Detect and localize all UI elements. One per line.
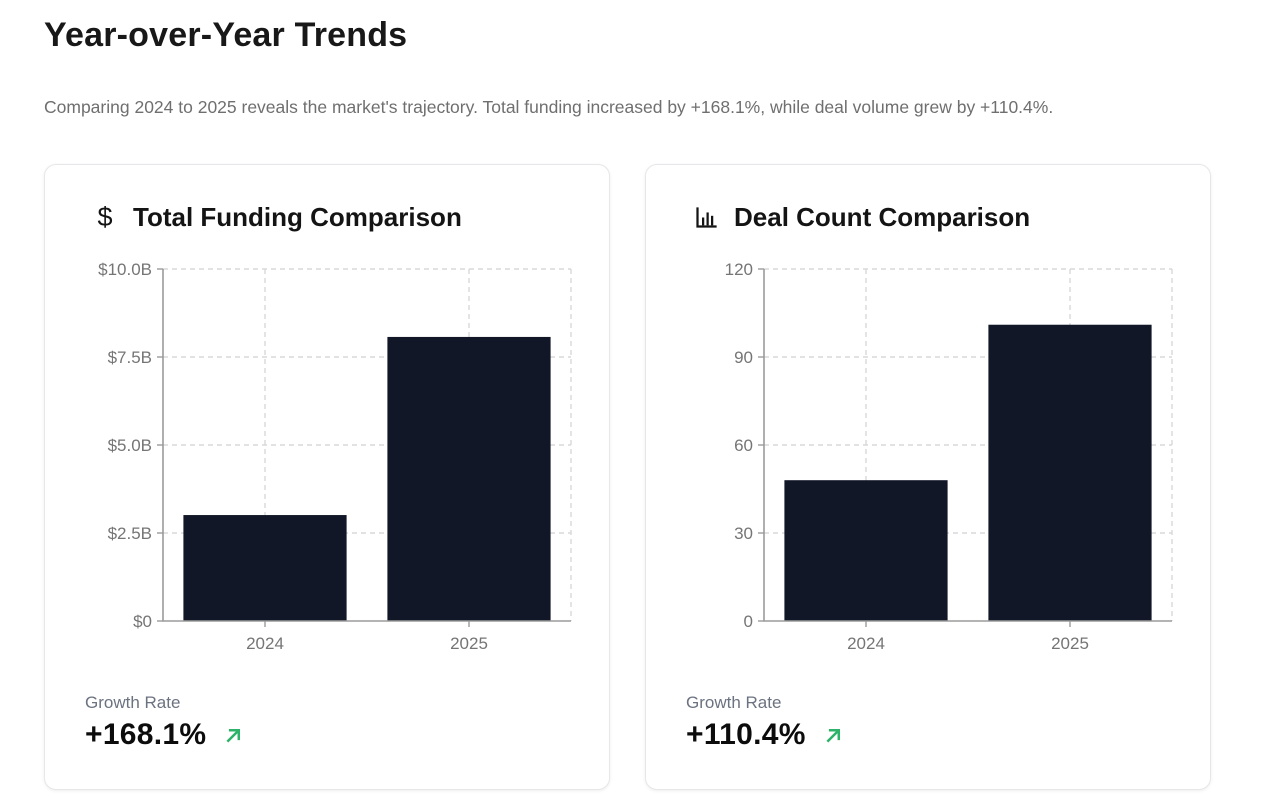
- y-tick-label: 90: [734, 348, 753, 367]
- total-funding-card-header: $ Total Funding Comparison: [83, 199, 571, 235]
- x-tick-label: 2024: [246, 634, 284, 653]
- bar-2024[interactable]: [784, 480, 948, 621]
- trend-up-arrow-icon: [826, 728, 840, 743]
- bar-2024[interactable]: [183, 515, 347, 621]
- deal-count-card-header: Deal Count Comparison: [684, 199, 1172, 235]
- comparison-cards-row: $ Total Funding Comparison $0 $2.5B $5.0B $…: [44, 164, 1238, 790]
- bar-2025[interactable]: [387, 336, 551, 621]
- y-tick-label: $0: [133, 612, 152, 631]
- bar-chart-svg: 0 30 60 90 120 2024 2025: [725, 261, 1173, 653]
- page-subtitle: Comparing 2024 to 2025 reveals the marke…: [44, 97, 1054, 117]
- bar-chart-svg: $0 $2.5B $5.0B $7.5B $10.0B 2024 2025: [98, 261, 572, 653]
- x-tick-label: 2025: [1051, 634, 1089, 653]
- y-tick-label: 30: [734, 524, 753, 543]
- y-tick-label: 0: [744, 612, 753, 631]
- y-tick-label: $5.0B: [108, 436, 152, 455]
- trend-up-arrow-icon: [226, 728, 241, 743]
- dollar-icon: $: [97, 201, 113, 232]
- y-tick-label: $10.0B: [98, 261, 152, 279]
- growth-rate-row: +168.1%: [85, 718, 571, 752]
- deal-count-card: Deal Count Comparison 0 30 60 90 120 2024 2025…: [645, 164, 1211, 790]
- x-tick-label: 2024: [847, 634, 885, 653]
- total-funding-card: $ Total Funding Comparison $0 $2.5B $5.0B $…: [44, 164, 610, 790]
- bar-2025[interactable]: [988, 324, 1152, 621]
- axis-lines: [763, 269, 1172, 622]
- deal-growth-value: +110.4%: [686, 718, 806, 751]
- growth-rate-label: Growth Rate: [686, 693, 782, 712]
- y-tick-label: $2.5B: [108, 524, 152, 543]
- y-tick-label: 120: [725, 261, 753, 279]
- growth-rate-label: Growth Rate: [85, 693, 181, 712]
- deal-count-bar-chart: 0 30 60 90 120 2024 2025: [684, 261, 1174, 659]
- growth-rate-row: +110.4%: [686, 718, 1172, 752]
- axis-lines: [162, 269, 571, 622]
- y-tick-label: 60: [734, 436, 753, 455]
- funding-bar-chart: $0 $2.5B $5.0B $7.5B $10.0B 2024 2025: [83, 261, 573, 659]
- funding-growth-value: +168.1%: [85, 718, 207, 751]
- x-tick-label: 2025: [450, 634, 488, 653]
- y-tick-label: $7.5B: [108, 348, 152, 367]
- deal-count-card-title: Deal Count Comparison: [734, 201, 1031, 232]
- bar-chart-icon: [692, 204, 720, 231]
- funding-growth-block: Growth Rate +168.1%: [83, 693, 571, 752]
- deal-growth-block: Growth Rate +110.4%: [684, 693, 1172, 752]
- total-funding-card-title: Total Funding Comparison: [133, 201, 462, 232]
- page-title: Year-over-Year Trends: [44, 16, 408, 54]
